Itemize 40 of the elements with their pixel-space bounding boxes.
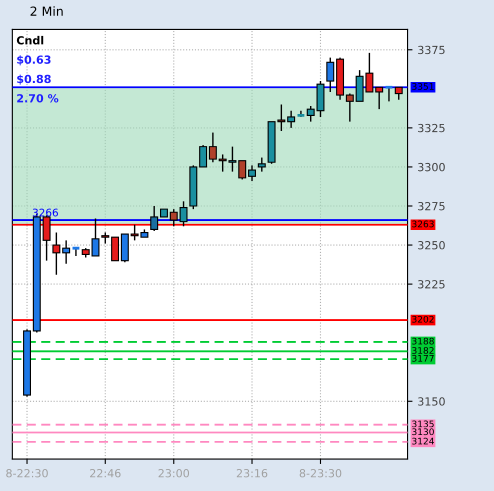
chart-title: 2 Min (30, 6, 63, 16)
candlestick (150, 205, 158, 232)
y-tick-label: 3150 (418, 397, 445, 406)
x-tick-label: 23:16 (236, 469, 268, 478)
ref-line-label: 3177 (412, 354, 434, 362)
annotation: $0.63 (17, 55, 51, 66)
candlestick (384, 86, 394, 102)
ref-line-label: 3182 (412, 347, 434, 354)
y-tick-label: 3375 (418, 46, 445, 54)
y-tick-label: 3250 (418, 241, 445, 250)
candlestick (394, 86, 403, 100)
ref-line-label: 3202 (412, 316, 434, 323)
y-tick-label: 3325 (418, 124, 445, 132)
ref-line-label: 3266 (32, 208, 58, 216)
ref-line-label: 3130 (412, 428, 434, 436)
candlestick (306, 105, 315, 122)
ref-line-label: 3263 (412, 220, 434, 228)
ref-line-label: 3188 (412, 338, 434, 345)
ref-line-label: 3135 (412, 420, 434, 428)
x-tick-label: 8-22:30 (6, 469, 48, 478)
candlestick (92, 218, 100, 257)
ref-line-label: 3351 (412, 83, 434, 90)
annotation: Cndl (16, 36, 44, 45)
annotation: 2.70 % (17, 94, 58, 103)
y-tick-label: 3275 (418, 202, 445, 210)
candlestick (258, 156, 266, 172)
x-tick-label: 8-23:30 (300, 469, 342, 478)
y-tick-label: 3300 (418, 162, 445, 172)
candlestick (82, 247, 90, 258)
candlestick (238, 160, 246, 180)
candlestick (228, 146, 236, 172)
candlestick (170, 208, 178, 227)
y-tick-label: 3225 (418, 280, 445, 288)
annotation: $0.88 (17, 74, 51, 85)
candlestick (248, 164, 256, 182)
candlestick (180, 200, 188, 227)
candlestick (71, 246, 81, 257)
x-tick-label: 23:00 (158, 469, 190, 478)
ref-line-label: 3124 (412, 438, 434, 445)
x-tick-label: 22:46 (90, 469, 121, 478)
